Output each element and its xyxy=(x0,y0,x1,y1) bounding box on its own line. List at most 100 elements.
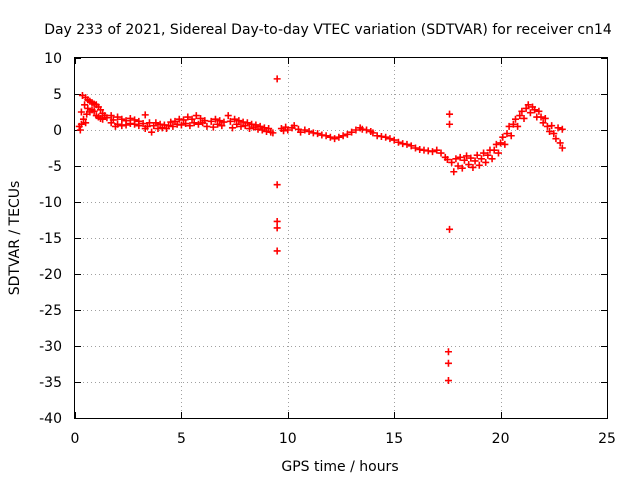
data-point-marker xyxy=(141,111,149,119)
data-point-marker xyxy=(382,133,390,141)
plot-area xyxy=(74,57,608,419)
data-point-marker xyxy=(482,158,490,166)
data-point-marker xyxy=(509,120,517,128)
data-point-marker xyxy=(514,122,522,130)
data-point-marker xyxy=(180,116,188,124)
data-point-marker xyxy=(218,122,226,130)
data-point-marker xyxy=(305,127,313,135)
data-point-marker xyxy=(169,122,177,130)
data-point-marker xyxy=(539,119,547,127)
data-point-marker xyxy=(488,155,496,163)
data-point-marker xyxy=(118,115,126,123)
data-point-marker xyxy=(220,118,228,126)
data-point-marker xyxy=(386,135,394,143)
data-point-marker xyxy=(550,130,558,138)
data-point-marker xyxy=(494,149,502,157)
data-point-marker xyxy=(233,120,241,128)
data-point-marker xyxy=(352,126,360,134)
data-point-marker xyxy=(444,359,452,367)
data-point-marker xyxy=(273,217,281,225)
x-tick-label: 10 xyxy=(279,431,297,447)
y-axis-tick-labels: 10 5 0 -5 -10 -15 -20 -25 -30 -35 -40 xyxy=(39,51,62,427)
data-point-marker xyxy=(107,112,115,120)
data-point-marker xyxy=(81,101,89,109)
data-points xyxy=(75,75,566,385)
data-point-marker xyxy=(467,154,475,162)
x-tick-label: 5 xyxy=(177,431,186,447)
chart-title: Day 233 of 2021, Sidereal Day-to-day VTE… xyxy=(44,22,612,38)
data-point-marker xyxy=(497,139,505,147)
data-point-marker xyxy=(188,115,196,123)
data-point-marker xyxy=(505,122,513,130)
data-point-marker xyxy=(339,132,347,140)
data-point-marker xyxy=(245,125,253,133)
data-point-marker xyxy=(335,133,343,141)
data-point-marker xyxy=(326,133,334,141)
data-point-marker xyxy=(273,224,281,232)
data-point-marker xyxy=(90,107,98,115)
data-point-marker xyxy=(192,112,200,120)
data-point-marker xyxy=(269,129,277,137)
data-point-marker xyxy=(184,113,192,121)
data-point-marker xyxy=(77,108,85,116)
data-point-marker xyxy=(114,120,122,128)
data-point-marker xyxy=(458,164,466,172)
data-point-marker xyxy=(80,115,88,123)
x-tick-label: 20 xyxy=(492,431,510,447)
y-tick-label: 0 xyxy=(53,123,62,139)
data-point-marker xyxy=(148,128,156,136)
data-point-marker xyxy=(558,144,566,152)
y-tick-label: -10 xyxy=(39,195,62,211)
data-point-marker xyxy=(463,152,471,160)
data-point-marker xyxy=(82,119,90,127)
data-point-marker xyxy=(252,121,260,129)
data-point-marker xyxy=(507,132,515,140)
data-point-marker xyxy=(76,126,84,134)
data-point-marker xyxy=(194,120,202,128)
data-point-marker xyxy=(552,135,560,143)
data-point-marker xyxy=(201,117,209,125)
data-point-marker xyxy=(273,247,281,255)
data-point-marker xyxy=(475,161,483,169)
data-point-marker xyxy=(407,142,415,150)
data-point-marker xyxy=(394,138,402,146)
data-point-marker xyxy=(211,115,219,123)
data-point-marker xyxy=(484,151,492,159)
x-tick-label: 25 xyxy=(598,431,616,447)
data-point-marker xyxy=(131,120,139,128)
y-tick-label: -5 xyxy=(48,159,62,175)
data-point-marker xyxy=(473,151,481,159)
data-point-marker xyxy=(446,110,454,118)
data-point-marker xyxy=(122,121,130,129)
data-point-marker xyxy=(499,133,507,141)
data-point-marker xyxy=(501,140,509,148)
data-point-marker xyxy=(518,107,526,115)
data-point-marker xyxy=(554,124,562,132)
data-point-marker xyxy=(265,125,273,133)
y-axis-label: SDTVAR / TECUs xyxy=(7,181,23,296)
data-point-marker xyxy=(480,149,488,157)
data-point-marker xyxy=(546,127,554,135)
data-point-marker xyxy=(403,140,411,148)
y-tick-label: 5 xyxy=(53,87,62,103)
data-point-marker xyxy=(103,114,111,122)
data-point-marker xyxy=(143,122,151,130)
data-point-marker xyxy=(273,75,281,83)
data-point-marker xyxy=(520,114,528,122)
data-point-marker xyxy=(84,104,92,112)
x-tick-label: 0 xyxy=(71,431,80,447)
data-point-marker xyxy=(139,120,147,128)
data-point-marker xyxy=(322,132,330,140)
data-point-marker xyxy=(369,129,377,137)
data-point-marker xyxy=(214,120,222,128)
data-point-marker xyxy=(243,119,251,127)
data-point-marker xyxy=(348,128,356,136)
data-point-marker xyxy=(301,126,309,134)
data-point-marker xyxy=(99,115,107,123)
axis-ticks xyxy=(75,58,608,419)
grid xyxy=(75,58,607,418)
data-point-marker xyxy=(314,130,322,138)
data-point-marker xyxy=(446,225,454,233)
data-point-marker xyxy=(97,106,105,114)
